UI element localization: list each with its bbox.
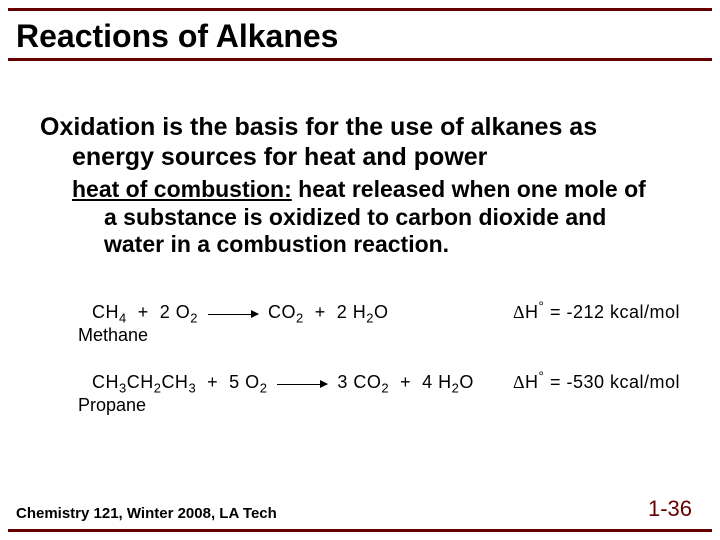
equation-methane-name: Methane <box>78 325 680 346</box>
definition: heat of combustion: heat released when o… <box>72 176 660 259</box>
reaction-arrow-icon <box>208 314 258 315</box>
definition-rest3: water in a combustion reaction. <box>72 231 660 259</box>
slide-title: Reactions of Alkanes <box>16 18 338 55</box>
subheading-line1: Oxidation is the basis for the use of al… <box>40 113 597 141</box>
definition-term: heat of combustion: <box>72 176 292 202</box>
equation-propane-name: Propane <box>78 395 680 416</box>
equation-methane-formula: CH4 + 2 O2 CO2 + 2 H2O ΔH° = -212 kcal/m… <box>92 302 680 323</box>
equation-methane: CH4 + 2 O2 CO2 + 2 H2O ΔH° = -212 kcal/m… <box>92 302 680 346</box>
equation-propane: CH3CH2CH3 + 5 O2 3 CO2 + 4 H2O ΔH° = -53… <box>92 372 680 416</box>
footer-page-number: 1-36 <box>648 496 692 522</box>
equation-propane-formula: CH3CH2CH3 + 5 O2 3 CO2 + 4 H2O ΔH° = -53… <box>92 372 680 393</box>
reaction-arrow-icon <box>277 384 327 385</box>
definition-rest2: a substance is oxidized to carbon dioxid… <box>72 204 660 232</box>
subheading-line2: energy sources for heat and power <box>40 142 680 172</box>
subheading: Oxidation is the basis for the use of al… <box>40 112 680 172</box>
delta-h-methane: ΔH° = -212 kcal/mol <box>513 302 680 323</box>
delta-h-propane: ΔH° = -530 kcal/mol <box>513 372 680 393</box>
definition-rest1: heat released when one mole of <box>292 176 646 202</box>
footer-course-info: Chemistry 121, Winter 2008, LA Tech <box>16 505 277 522</box>
bottom-rule <box>8 529 712 532</box>
title-underline <box>8 58 712 61</box>
top-rule <box>8 8 712 11</box>
